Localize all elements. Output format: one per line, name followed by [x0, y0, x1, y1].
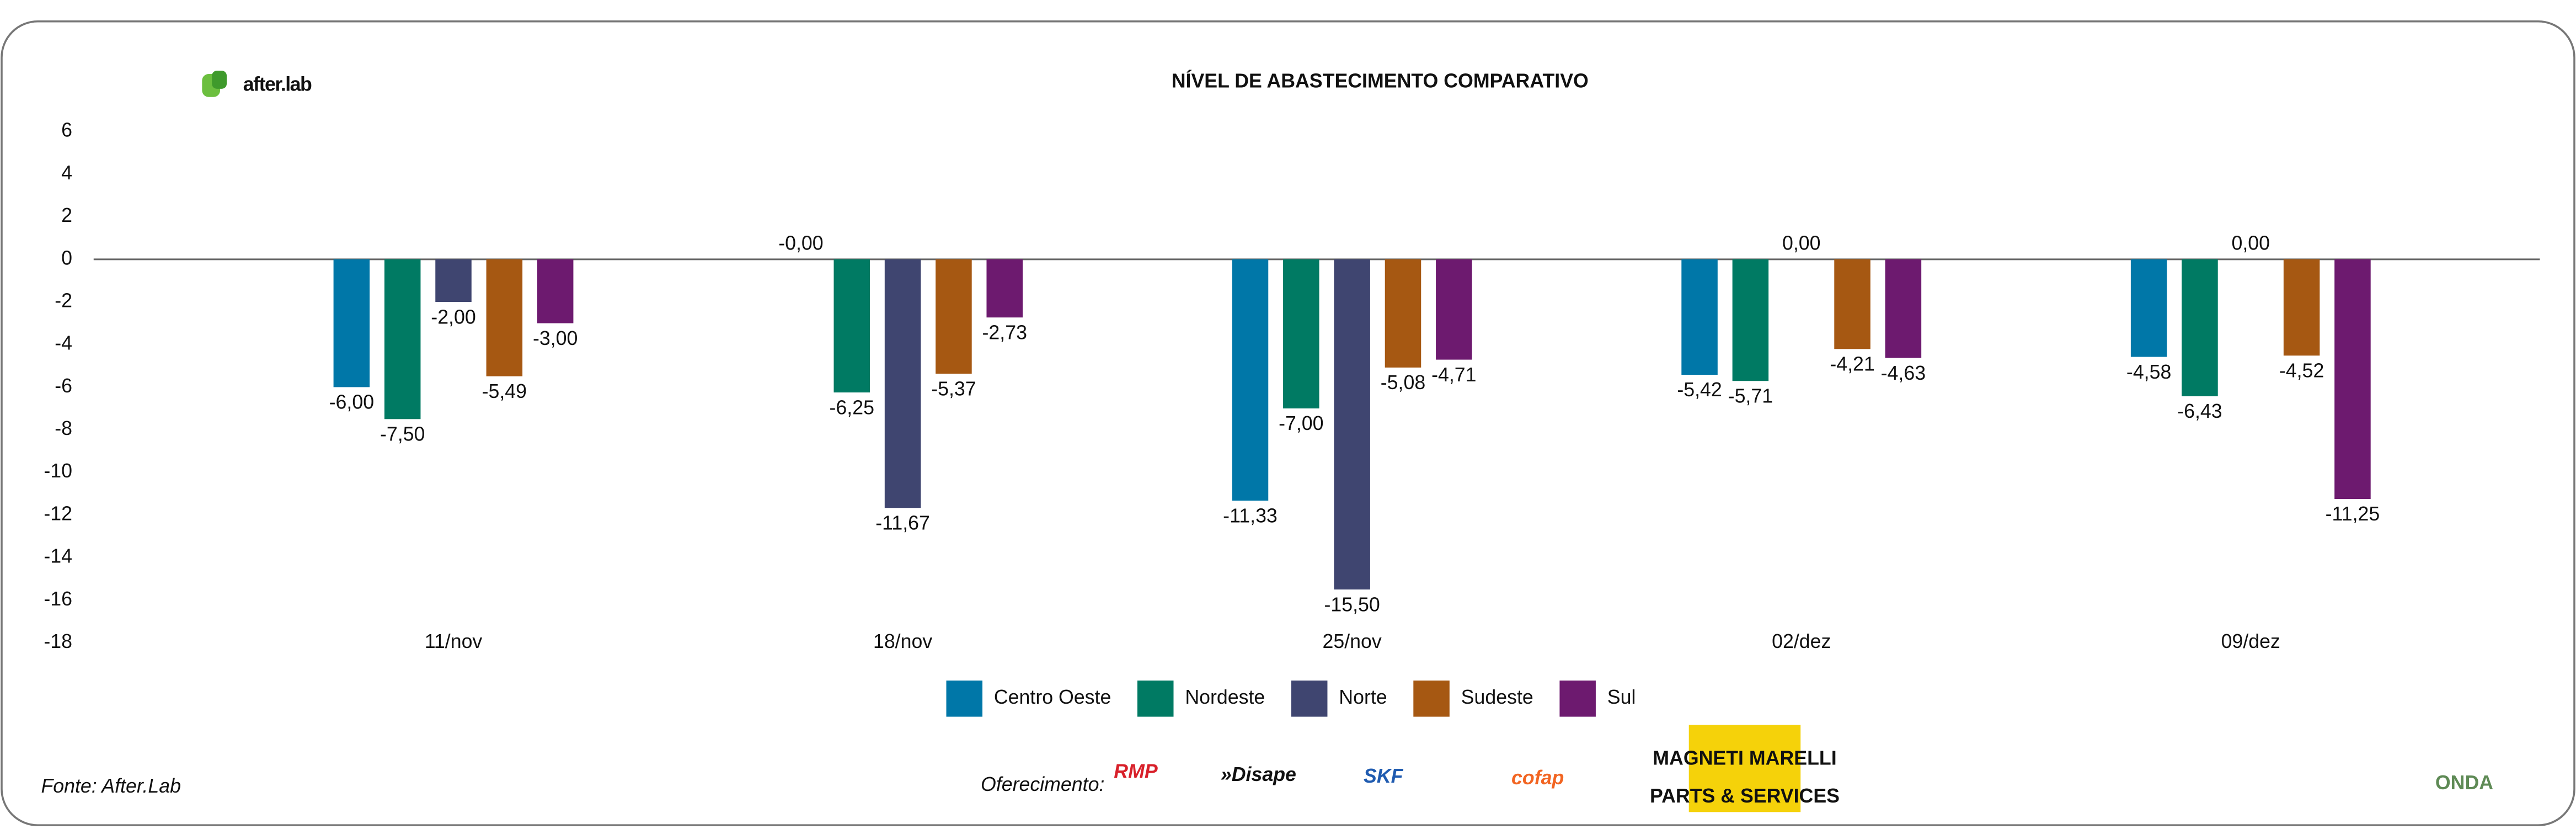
legend-label: Centro Oeste	[994, 686, 1111, 708]
value-label: -6,25	[830, 396, 874, 418]
bar	[1436, 259, 1472, 360]
bar	[1385, 259, 1421, 368]
x-tick-label: 09/dez	[2221, 630, 2280, 652]
bar	[833, 259, 870, 393]
legend-swatch	[1137, 681, 1174, 717]
value-label: -5,08	[1381, 371, 1425, 394]
value-label: -5,37	[931, 378, 976, 400]
value-label: -4,71	[1431, 364, 1476, 386]
value-label: -4,21	[1830, 353, 1874, 375]
value-label: -4,58	[2126, 361, 2171, 383]
y-tick-label: -12	[44, 502, 72, 524]
value-label: 0,00	[2232, 232, 2270, 254]
value-label: -11,33	[1223, 504, 1278, 527]
sponsor: RMP	[1114, 760, 1158, 782]
value-label: -11,25	[2326, 503, 2380, 525]
bar	[2334, 259, 2371, 499]
legend-swatch	[1291, 681, 1328, 717]
sponsor: MAGNETI MARELLI	[1653, 747, 1836, 769]
x-tick-label: 11/nov	[425, 630, 483, 652]
legend-label: Sudeste	[1461, 686, 1533, 708]
sponsor: SKF	[1364, 765, 1404, 787]
y-tick-label: -18	[44, 630, 72, 652]
y-tick-label: 6	[61, 119, 72, 141]
y-tick-label: -4	[55, 332, 72, 354]
legend-label: Nordeste	[1185, 686, 1265, 708]
value-label: -2,73	[982, 321, 1027, 343]
sponsor-box	[1688, 725, 1801, 812]
bar	[1283, 259, 1319, 409]
y-tick-label: -2	[55, 289, 72, 311]
legend-label: Sul	[1607, 686, 1636, 708]
value-label: -3,00	[533, 327, 578, 349]
value-label: -4,63	[1881, 362, 1926, 384]
y-tick-label: -16	[44, 588, 72, 610]
bar	[2283, 259, 2320, 356]
bar	[884, 259, 921, 508]
value-label: -6,43	[2177, 400, 2222, 422]
bar	[986, 259, 1023, 318]
bar	[1334, 259, 1370, 590]
legend-label: Norte	[1339, 686, 1387, 708]
sponsor-label: Oferecimento:	[981, 773, 1104, 795]
legend-swatch	[946, 681, 983, 717]
frame	[1, 20, 2575, 826]
bar	[1232, 259, 1269, 501]
x-tick-label: 02/dez	[1772, 630, 1831, 652]
bar	[1732, 259, 1769, 381]
sponsor: PARTS & SERVICES	[1650, 785, 1840, 807]
value-label: -7,00	[1279, 412, 1323, 434]
bar	[537, 259, 574, 323]
chart-title: NÍVEL DE ABASTECIMENTO COMPARATIVO	[1172, 70, 1589, 92]
bar	[1834, 259, 1870, 349]
value-label: -0,00	[778, 232, 823, 254]
value-label: -4,52	[2279, 360, 2324, 382]
bar	[435, 259, 472, 302]
footer-brand: ONDA	[2435, 772, 2493, 794]
y-tick-label: -6	[55, 375, 72, 397]
value-label: -2,00	[431, 306, 475, 328]
x-tick-label: 25/nov	[1323, 630, 1382, 652]
bar	[1885, 259, 1922, 358]
bar	[936, 259, 972, 374]
value-label: -5,71	[1728, 385, 1773, 407]
y-tick-label: -8	[55, 417, 72, 439]
value-label: -15,50	[1324, 593, 1380, 615]
sponsor: »Disape	[1221, 763, 1296, 785]
bar	[1681, 259, 1718, 375]
value-label: -11,67	[875, 512, 930, 534]
sponsor: cofap	[1511, 767, 1564, 789]
bar	[384, 259, 421, 419]
bar	[2182, 259, 2218, 397]
value-label: -6,00	[329, 391, 374, 413]
x-tick-label: 18/nov	[873, 630, 932, 652]
y-tick-label: -14	[44, 545, 72, 567]
y-tick-label: 2	[61, 204, 72, 226]
bar	[333, 259, 370, 387]
y-tick-label: -10	[44, 460, 72, 482]
bar	[486, 259, 523, 376]
value-label: 0,00	[1782, 232, 1821, 254]
value-label: -7,50	[380, 423, 425, 445]
logo-mark	[212, 71, 227, 89]
legend-swatch	[1413, 681, 1450, 717]
value-label: -5,42	[1677, 379, 1722, 401]
value-label: -5,49	[482, 380, 527, 402]
legend-swatch	[1559, 681, 1596, 717]
y-tick-label: 4	[61, 162, 72, 184]
bar	[2130, 259, 2167, 357]
y-tick-label: 0	[61, 247, 72, 269]
source: Fonte: After.Lab	[41, 775, 180, 797]
brand-logo	[202, 71, 227, 97]
brand: after.lab	[243, 73, 312, 95]
